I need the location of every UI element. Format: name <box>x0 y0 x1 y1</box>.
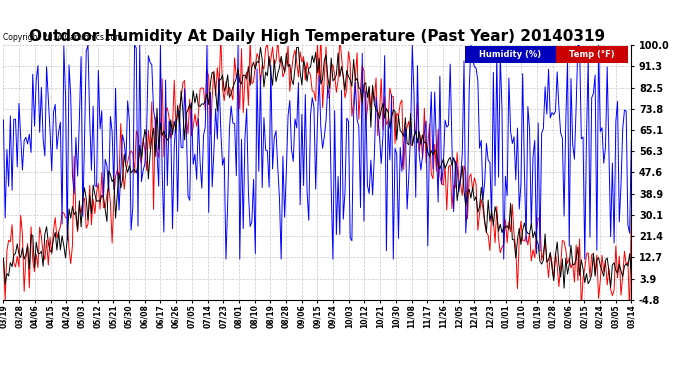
Bar <box>556 46 628 63</box>
Title: Outdoor Humidity At Daily High Temperature (Past Year) 20140319: Outdoor Humidity At Daily High Temperatu… <box>30 29 605 44</box>
Text: Humidity (%): Humidity (%) <box>480 50 542 59</box>
Bar <box>465 46 556 63</box>
Text: Copyright 2014 Cartronics.com: Copyright 2014 Cartronics.com <box>3 33 123 42</box>
Text: Temp (°F): Temp (°F) <box>569 50 615 59</box>
